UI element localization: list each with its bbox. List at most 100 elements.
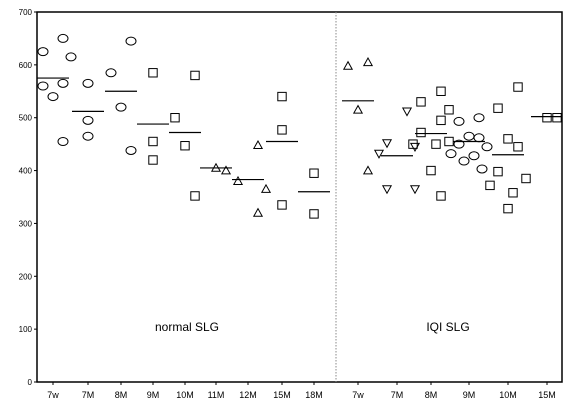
data-point bbox=[277, 200, 287, 210]
data-point bbox=[485, 180, 495, 191]
data-point bbox=[352, 104, 364, 114]
data-point bbox=[220, 165, 232, 175]
data-point bbox=[521, 173, 531, 184]
data-point bbox=[381, 185, 393, 195]
data-point bbox=[362, 56, 374, 67]
data-point bbox=[115, 102, 127, 112]
data-point bbox=[468, 151, 480, 161]
data-point bbox=[473, 133, 485, 143]
data-point bbox=[508, 188, 518, 198]
y-tick-label: 300 bbox=[19, 219, 33, 228]
data-point bbox=[82, 131, 94, 141]
data-point bbox=[409, 142, 421, 153]
data-point bbox=[170, 113, 180, 123]
data-point bbox=[373, 149, 385, 159]
data-point bbox=[309, 209, 319, 219]
data-point bbox=[190, 191, 200, 201]
x-tick-label: 9M bbox=[463, 390, 476, 400]
y-tick-label: 500 bbox=[19, 114, 33, 123]
data-point bbox=[381, 139, 393, 149]
data-point bbox=[232, 175, 244, 186]
data-point bbox=[513, 142, 523, 152]
data-point bbox=[416, 127, 426, 138]
x-tick-label: 15M bbox=[273, 390, 291, 400]
data-point bbox=[458, 156, 470, 166]
data-point bbox=[252, 139, 264, 150]
data-point bbox=[148, 68, 158, 78]
data-point bbox=[473, 113, 485, 123]
data-point bbox=[37, 47, 49, 57]
data-point bbox=[542, 113, 552, 123]
data-point bbox=[57, 78, 69, 88]
data-point bbox=[503, 134, 513, 144]
x-tick-label: 7M bbox=[391, 390, 404, 400]
data-point bbox=[190, 70, 200, 81]
data-point bbox=[463, 131, 475, 141]
data-point bbox=[431, 139, 441, 149]
data-point bbox=[513, 82, 523, 92]
data-point bbox=[342, 60, 354, 70]
data-point bbox=[47, 92, 59, 102]
x-tick-label: 12M bbox=[239, 390, 257, 400]
data-point bbox=[180, 141, 190, 151]
data-point bbox=[436, 191, 446, 201]
data-point bbox=[476, 164, 488, 174]
panel-label: normal SLG bbox=[155, 320, 219, 334]
y-tick-label: 400 bbox=[19, 167, 33, 176]
x-tick-label: 9M bbox=[147, 390, 160, 400]
data-point bbox=[493, 103, 503, 113]
data-point bbox=[125, 36, 137, 46]
data-point bbox=[409, 185, 421, 195]
data-point bbox=[552, 113, 562, 123]
x-axis-ticks: 7w 7M 8M 9M 10M 11M 12M 15M 18M 7w 7M 8M 9M 10M 15M bbox=[47, 382, 556, 400]
x-tick-label: 18M bbox=[305, 390, 323, 400]
data-point bbox=[445, 149, 457, 159]
data-point bbox=[65, 52, 77, 62]
x-tick-label: 7w bbox=[47, 390, 59, 400]
y-tick-label: 0 bbox=[28, 378, 33, 387]
data-point bbox=[148, 155, 158, 165]
data-point bbox=[444, 136, 454, 147]
panel-label: IQI SLG bbox=[426, 320, 469, 334]
x-tick-label: 10M bbox=[499, 390, 517, 400]
data-point bbox=[436, 86, 446, 96]
y-tick-label: 200 bbox=[19, 272, 33, 281]
data-point bbox=[309, 168, 319, 178]
data-point bbox=[493, 166, 503, 177]
y-tick-label: 600 bbox=[19, 61, 33, 70]
x-tick-label: 10M bbox=[176, 390, 194, 400]
data-point bbox=[82, 115, 94, 125]
x-tick-label: 8M bbox=[115, 390, 128, 400]
data-point bbox=[260, 183, 272, 193]
data-point bbox=[416, 97, 426, 107]
x-tick-label: 7M bbox=[82, 390, 95, 400]
x-tick-label: 8M bbox=[425, 390, 438, 400]
plot-frame bbox=[36, 11, 563, 383]
x-tick-label: 15M bbox=[538, 390, 556, 400]
data-point bbox=[125, 145, 137, 155]
data-point bbox=[277, 125, 287, 135]
data-point bbox=[481, 142, 493, 152]
data-point bbox=[453, 116, 465, 126]
x-tick-label: 11M bbox=[208, 390, 225, 400]
data-point bbox=[252, 207, 264, 217]
data-marks bbox=[37, 33, 562, 219]
data-point bbox=[401, 107, 413, 117]
data-point bbox=[362, 165, 374, 175]
y-axis-ticks: 0 100 200 300 400 500 600 700 bbox=[19, 8, 37, 387]
data-point bbox=[426, 165, 436, 176]
data-point bbox=[277, 91, 287, 102]
data-point bbox=[444, 105, 454, 115]
data-point bbox=[82, 78, 94, 88]
panel-labels: normal SLG IQI SLG bbox=[155, 320, 470, 334]
data-point bbox=[436, 115, 446, 126]
y-tick-label: 100 bbox=[19, 325, 33, 334]
data-point bbox=[57, 137, 69, 146]
data-point bbox=[408, 139, 418, 149]
axes bbox=[36, 11, 563, 383]
data-point bbox=[453, 139, 465, 149]
y-tick-label: 700 bbox=[19, 8, 33, 17]
data-point bbox=[148, 136, 158, 147]
data-point bbox=[57, 33, 69, 43]
